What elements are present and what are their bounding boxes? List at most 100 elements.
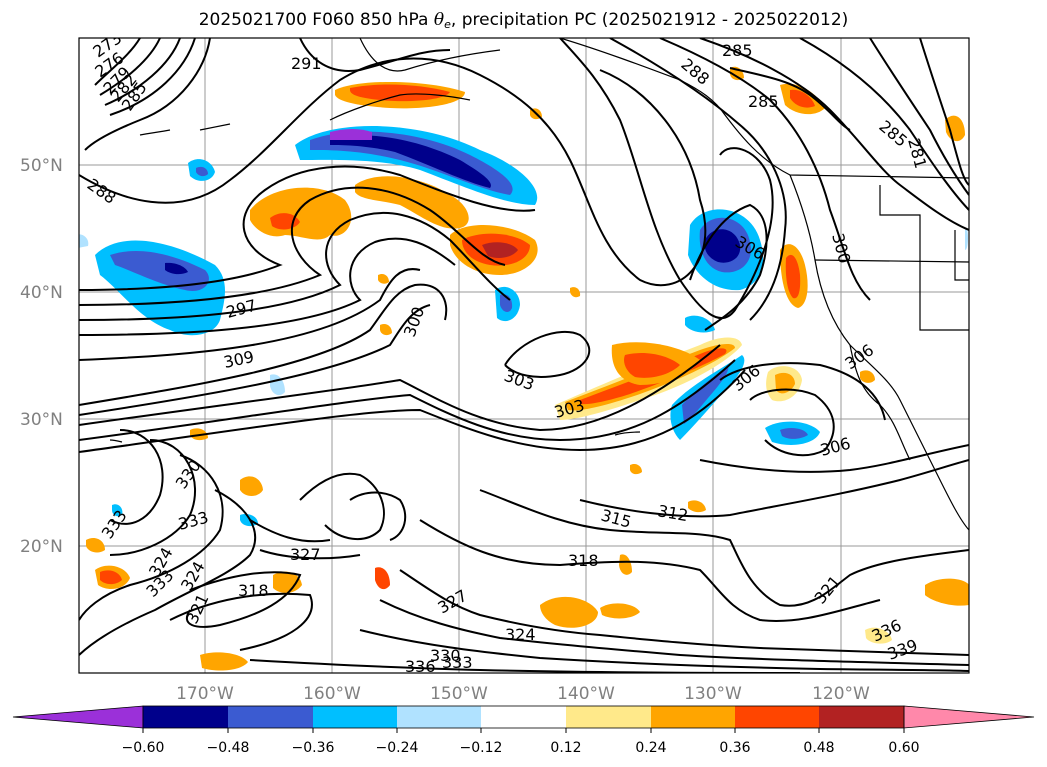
lon-label: 130°W (684, 684, 742, 704)
neg-precip-area (780, 427, 808, 439)
colorbar-bin (313, 706, 397, 728)
contour-line (349, 491, 407, 541)
contour-line (479, 489, 969, 607)
colorbar-frame (142, 705, 905, 729)
contour-line (559, 38, 774, 320)
colorbar-tick-label: 0.12 (550, 740, 581, 756)
contour-line (299, 472, 385, 541)
pos-precip-area (619, 554, 632, 575)
coastline (849, 344, 911, 461)
pos-precip-area (86, 538, 105, 553)
contour-line (504, 330, 591, 378)
contour-label: 333 (442, 653, 473, 672)
lon-label: 140°W (557, 684, 615, 704)
pos-precip-area (200, 652, 248, 671)
pos-precip-area (925, 578, 969, 606)
pos-precip-area (380, 323, 392, 336)
contour-line (699, 38, 969, 231)
pos-precip-area (790, 89, 815, 108)
contour-line (579, 459, 969, 518)
map-panel: 273 276 279 282 285 291 288 285 285 285 … (79, 38, 969, 673)
colorbar-bin (143, 706, 228, 728)
pos-precip-area (865, 627, 892, 644)
contour-line (79, 57, 707, 287)
contour-line (79, 369, 746, 453)
pos-precip-area (570, 287, 581, 298)
contour-line (749, 388, 835, 457)
colorbar-bin (566, 706, 651, 728)
colorbar-tick-marks (142, 728, 905, 733)
pos-precip-area (482, 242, 518, 258)
colorbar-tick-label: 0.48 (803, 740, 834, 756)
contour-label: 318 (568, 551, 599, 570)
contour-line (419, 519, 881, 622)
colorbar-bin (481, 706, 566, 728)
contour-label: 285 (748, 92, 779, 111)
contour-label-layer: 273 276 279 282 285 291 288 285 285 285 … (84, 38, 931, 673)
contour-line (109, 429, 164, 525)
pos-precip-area (540, 596, 598, 628)
colorbar-tick-label: 0.60 (888, 740, 919, 756)
coastline (559, 38, 969, 179)
pos-precip-area (375, 567, 390, 590)
contour-label: 291 (291, 54, 322, 73)
lat-axis-labels: 50°N 40°N 30°N 20°N (20, 156, 63, 557)
contour-line (79, 212, 511, 321)
contour-line (79, 165, 536, 291)
colorbar-bin (651, 706, 735, 728)
lat-label: 30°N (20, 410, 63, 430)
coastline (199, 123, 231, 131)
neg-precip-area (310, 131, 513, 195)
contour-line (79, 454, 224, 621)
pos-precip-area (355, 176, 469, 229)
colorbar-extend-min (12, 705, 144, 729)
contour-line (169, 592, 313, 651)
lat-label: 20°N (20, 537, 63, 557)
contour-label: 327 (290, 545, 321, 564)
contour-line (359, 629, 969, 672)
pos-precip-area (378, 273, 389, 284)
contour-label: 330 (430, 646, 461, 665)
map-title: 2025021700 F060 850 hPa θe, precipitatio… (0, 10, 1047, 31)
colorbar-bin (819, 706, 904, 728)
contour-line (79, 283, 448, 406)
coastline (789, 174, 969, 531)
colorbar-tick-label: −0.60 (122, 740, 165, 756)
colorbar-tick-label: −0.12 (460, 740, 503, 756)
pos-precip-area (624, 353, 680, 378)
contour-line (99, 38, 161, 96)
neg-precip-area (165, 262, 188, 275)
contour-line (719, 362, 886, 421)
contour-line (249, 519, 331, 543)
contour-line (79, 268, 421, 361)
pos-precip-area (785, 254, 801, 299)
lon-label: 120°W (812, 684, 870, 704)
pos-precip-area (600, 603, 640, 619)
contour-line (109, 38, 196, 116)
lon-label: 150°W (430, 684, 488, 704)
contour-line (299, 38, 451, 72)
map-frame (78, 37, 970, 674)
contour-line (104, 38, 181, 106)
contour-label: 285 (722, 41, 753, 60)
title-prefix: 2025021700 F060 850 hPa (198, 10, 434, 30)
neg-precip-area (330, 135, 491, 188)
colorbar-tick-label: −0.48 (207, 740, 250, 756)
colorbar-bin (397, 706, 481, 728)
colorbar-tick-label: 0.36 (719, 740, 750, 756)
coastline (329, 93, 471, 121)
contour-line (399, 569, 969, 656)
coastline (139, 129, 171, 136)
contour-line (109, 439, 196, 556)
neg-precip-area (330, 129, 372, 140)
colorbar-tick-label: −0.36 (292, 740, 335, 756)
pos-precip-area (775, 372, 795, 394)
pos-precip-area (100, 570, 122, 585)
colorbar-tick-label: 0.24 (635, 740, 666, 756)
contour-line (689, 203, 768, 331)
colorbar-bin (735, 706, 819, 728)
pos-precip-area (273, 571, 302, 593)
pos-precip-area (945, 115, 965, 142)
border (879, 185, 969, 331)
